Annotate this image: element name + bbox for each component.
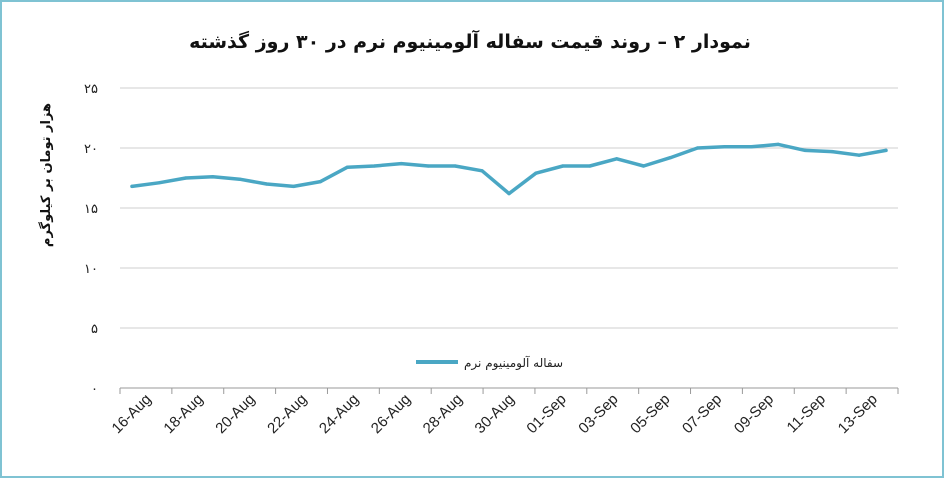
x-tick-label: 20-Aug (212, 391, 258, 437)
legend: سفاله آلومینیوم نرم (416, 355, 563, 371)
data-point (238, 177, 242, 181)
data-point (399, 162, 403, 166)
series-line (130, 142, 888, 196)
x-tick-label: 03-Sep (575, 391, 621, 437)
data-point (480, 169, 484, 173)
data-point (426, 164, 430, 168)
data-point (534, 171, 538, 175)
data-point (157, 181, 161, 185)
data-point (803, 148, 807, 152)
x-tick-label: 07-Sep (679, 391, 725, 437)
data-point (292, 184, 296, 188)
x-tick-label: 24-Aug (316, 391, 362, 437)
x-tick-label: 01-Sep (523, 391, 569, 437)
data-point (669, 156, 673, 160)
x-tick-label: 11-Sep (784, 391, 829, 436)
data-point (749, 145, 754, 149)
data-point (130, 184, 134, 188)
x-tick-label: 16-Aug (109, 391, 155, 437)
data-point (211, 175, 215, 179)
data-point (265, 182, 269, 186)
y-tick-label: ۱۵ (84, 202, 98, 217)
data-point (453, 164, 457, 168)
data-point (372, 164, 376, 168)
y-tick-label: ۱۰ (84, 262, 98, 277)
x-tick-label: 30-Aug (472, 391, 518, 437)
data-point (588, 164, 592, 168)
x-tick-label: 13-Sep (835, 391, 881, 437)
y-tick-label: ۵ (91, 322, 98, 337)
data-point (776, 142, 780, 146)
data-point (507, 192, 511, 196)
series-layer (130, 142, 888, 196)
data-point (722, 145, 727, 149)
data-point (615, 157, 619, 161)
x-tick-label: 09-Sep (731, 391, 777, 437)
x-tick-label: 26-Aug (368, 391, 414, 437)
y-axis-label: هزار تومان بر کیلوگرم (38, 103, 54, 247)
y-tick-label: ۰ (91, 382, 98, 397)
data-point (695, 146, 700, 150)
x-tick-label: 22-Aug (264, 391, 310, 437)
data-point (830, 150, 834, 154)
x-tick-label: 05-Sep (627, 391, 673, 437)
x-tick-label: 18-Aug (160, 391, 206, 437)
data-point (345, 165, 349, 169)
x-tick-label: 28-Aug (420, 391, 466, 437)
x-axis-ticks: 16-Aug 18-Aug 20-Aug 22-Aug 24-Aug 26-Aug 28-A… (109, 388, 899, 437)
data-point (318, 180, 323, 184)
data-point (857, 153, 861, 157)
y-tick-label: ۲۰ (84, 142, 98, 157)
data-point (561, 164, 565, 168)
y-tick-label: ۲۵ (84, 82, 98, 97)
data-point (884, 148, 888, 152)
gridlines (120, 87, 898, 389)
data-point (642, 164, 646, 168)
data-point (184, 176, 188, 180)
chart-title: نمودار ۲ – روند قیمت سفاله آلومینیوم نرم… (189, 29, 751, 53)
legend-label: سفاله آلومینیوم نرم (464, 355, 563, 371)
y-axis-ticks: ۰ ۵ ۱۰ ۱۵ ۲۰ ۲۵ (84, 82, 98, 397)
